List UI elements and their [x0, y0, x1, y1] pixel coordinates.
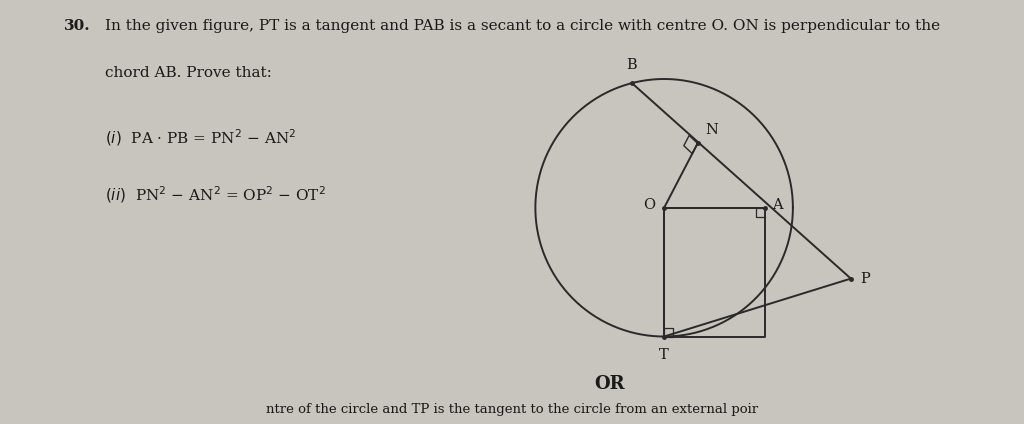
- Text: P: P: [860, 272, 869, 286]
- Text: chord AB. Prove that:: chord AB. Prove that:: [105, 66, 272, 80]
- Text: 30.: 30.: [63, 19, 90, 33]
- Text: T: T: [659, 348, 669, 362]
- Text: $(i)$  PA $\cdot$ PB = PN$^2$ $-$ AN$^2$: $(i)$ PA $\cdot$ PB = PN$^2$ $-$ AN$^2$: [105, 127, 297, 148]
- Text: ntre of the circle and TP is the tangent to the circle from an external poir: ntre of the circle and TP is the tangent…: [266, 402, 758, 416]
- Text: In the given figure, PT is a tangent and PAB is a secant to a circle with centre: In the given figure, PT is a tangent and…: [105, 19, 941, 33]
- Text: $(ii)$  PN$^2$ $-$ AN$^2$ = OP$^2$ $-$ OT$^2$: $(ii)$ PN$^2$ $-$ AN$^2$ = OP$^2$ $-$ OT…: [105, 184, 327, 205]
- Text: OR: OR: [594, 375, 625, 393]
- Text: O: O: [643, 198, 655, 212]
- Text: A: A: [772, 198, 783, 212]
- Text: B: B: [627, 58, 637, 72]
- Text: N: N: [706, 123, 718, 137]
